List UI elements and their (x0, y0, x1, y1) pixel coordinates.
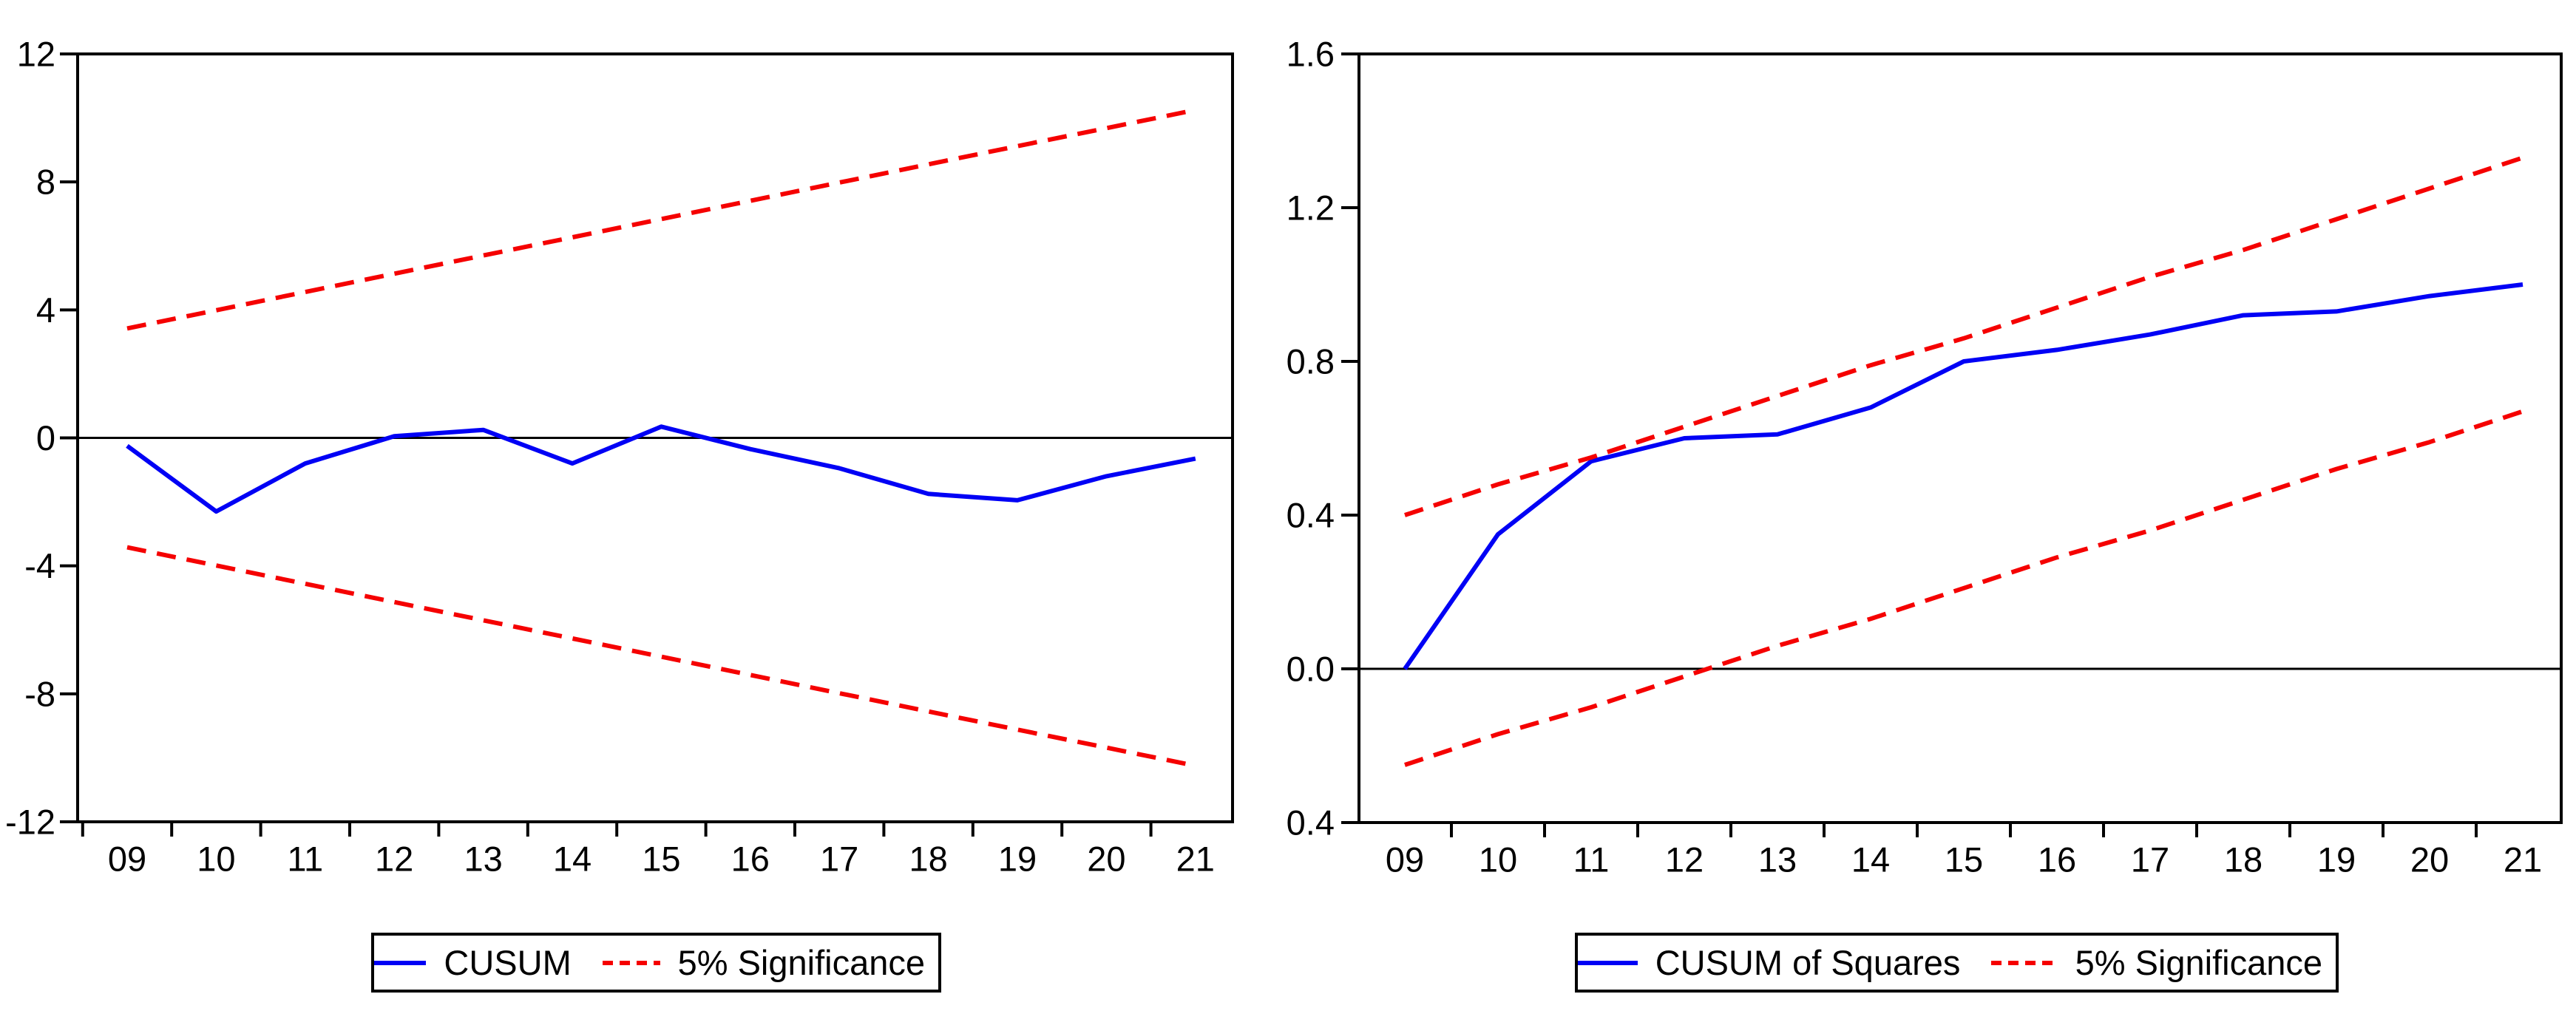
cusum-of-squares-chart-legend: CUSUM of Squares 5% Significance (1575, 933, 2339, 993)
y-axis-tick-label: 8 (36, 163, 55, 202)
y-axis-tick-label: 0 (36, 418, 55, 457)
x-axis-tick-label: 18 (2224, 840, 2263, 879)
cusum-chart: 12 8 4 0 -4 -8 -12 09 10 11 12 13 14 15 16 17 18 19 20 21 (5, 35, 1234, 879)
significance-legend-label: 5% Significance (2075, 943, 2322, 982)
x-axis-tick-label: 19 (2317, 840, 2356, 879)
x-axis-tick-label: 16 (731, 840, 770, 879)
x-axis-tick-label: 19 (998, 840, 1037, 879)
x-axis-tick-label: 21 (1176, 840, 1215, 879)
y-axis-tick-label: 0.0 (1287, 650, 1335, 689)
x-axis-tick-label: 09 (108, 840, 146, 879)
x-axis-tick-label: 14 (1851, 840, 1890, 879)
series-line-cusum (126, 424, 1196, 514)
y-axis-tick-label: -8 (24, 674, 55, 713)
x-axis-tick-label: 17 (2131, 840, 2169, 879)
x-axis-tick-label: 16 (2038, 840, 2076, 879)
x-axis-tick-label: 20 (1087, 840, 1125, 879)
x-axis-tick-label: 11 (1573, 840, 1610, 879)
x-axis-tick-label: 18 (909, 840, 947, 879)
y-axis-tick-label: -12 (5, 803, 55, 842)
x-axis-tick-label: 10 (197, 840, 235, 879)
y-axis-tick-label: -4 (24, 546, 55, 585)
cusum-line-sample (374, 960, 427, 965)
y-axis-tick-label: 1.6 (1287, 35, 1335, 74)
x-axis-tick-label: 12 (375, 840, 413, 879)
y-axis-tick-label: 1.2 (1287, 188, 1335, 228)
x-axis-tick-label: 21 (2504, 840, 2542, 879)
y-axis-tick-label: 0.4 (1287, 496, 1335, 535)
y-axis-tick-label: 0.8 (1287, 342, 1335, 381)
series-line-5-significance-upper (126, 107, 1196, 331)
x-axis-tick-label: 17 (820, 840, 858, 879)
y-axis-tick-label: 4 (36, 290, 55, 330)
x-axis-tick-label: 10 (1479, 840, 1517, 879)
x-axis-tick-label: 12 (1665, 840, 1704, 879)
plot-frame (76, 52, 1234, 823)
x-axis-tick-label: 20 (2410, 840, 2449, 879)
cusum-of-squares-line-sample (1578, 960, 1638, 965)
x-axis-tick-label: 14 (553, 840, 592, 879)
significance-line-sample (1991, 960, 2058, 965)
series-line-5-significance-lower (126, 545, 1196, 769)
y-axis-tick-label: -0.4 (1287, 803, 1335, 842)
cusum-of-squares-chart: 1.6 1.2 0.8 0.4 0.0 -0.4 09 10 11 12 13 14 15 16 17 18 1… (1287, 35, 2563, 879)
x-axis-tick-label: 15 (642, 840, 680, 879)
cusum-chart-legend: CUSUM 5% Significance (371, 933, 941, 993)
y-axis-tick-label: 12 (17, 35, 55, 74)
cusum-of-squares-legend-label: CUSUM of Squares (1655, 943, 1961, 982)
x-axis-tick-label: 13 (1758, 840, 1797, 879)
plot-frame (1358, 52, 2563, 824)
series-line-5-significance-upper (1404, 155, 2524, 517)
x-axis-tick-label: 15 (1945, 840, 1983, 879)
x-axis-tick-label: 09 (1386, 840, 1424, 879)
significance-legend-label: 5% Significance (677, 943, 925, 982)
x-axis-tick-label: 11 (287, 840, 323, 879)
series-line-5-significance-lower (1404, 409, 2524, 767)
cusum-legend-label: CUSUM (444, 943, 572, 982)
series-line-cusum-of-squares (1403, 282, 2524, 670)
x-axis-tick-label: 13 (464, 840, 502, 879)
significance-line-sample (602, 960, 660, 965)
